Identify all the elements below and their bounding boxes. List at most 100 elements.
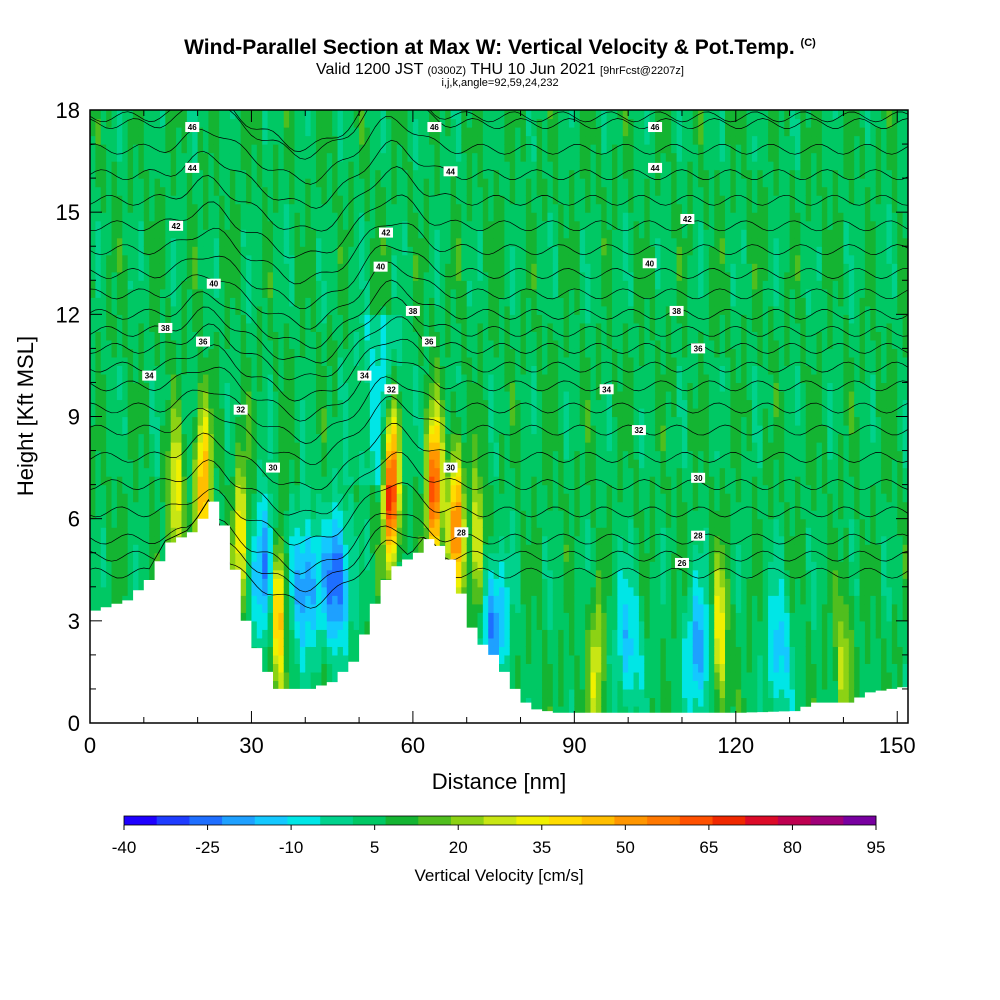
velocity-cell	[272, 178, 279, 188]
velocity-cell	[106, 195, 113, 205]
velocity-cell	[272, 535, 279, 545]
velocity-cell	[332, 518, 339, 528]
velocity-cell	[165, 493, 172, 503]
velocity-cell	[375, 212, 382, 222]
velocity-cell	[100, 339, 107, 349]
velocity-cell	[138, 373, 145, 384]
velocity-cell	[332, 467, 339, 477]
velocity-cell	[316, 629, 323, 639]
velocity-cell	[100, 569, 107, 579]
velocity-cell	[95, 603, 102, 613]
velocity-cell	[375, 501, 382, 511]
velocity-cell	[176, 212, 183, 222]
velocity-cell	[423, 348, 430, 358]
velocity-cell	[294, 629, 301, 639]
velocity-cell	[149, 535, 156, 545]
velocity-cell	[111, 195, 118, 205]
velocity-cell	[353, 544, 360, 554]
velocity-cell	[407, 484, 414, 494]
velocity-cell	[396, 501, 403, 511]
velocity-cell	[213, 314, 220, 324]
velocity-cell	[353, 586, 360, 596]
velocity-cell	[251, 510, 258, 520]
velocity-cell	[138, 288, 145, 298]
velocity-cell	[407, 110, 414, 120]
velocity-cell	[455, 161, 462, 171]
velocity-cell	[122, 288, 129, 298]
velocity-cell	[396, 288, 403, 298]
velocity-cell	[122, 178, 129, 188]
velocity-cell	[439, 195, 446, 205]
velocity-cell	[391, 552, 398, 562]
velocity-cell	[439, 467, 446, 477]
velocity-cell	[149, 331, 156, 341]
velocity-cell	[342, 518, 349, 528]
velocity-cell	[149, 186, 156, 196]
velocity-cell	[348, 399, 355, 409]
velocity-cell	[364, 501, 371, 511]
velocity-cell	[332, 280, 339, 290]
velocity-cell	[111, 425, 118, 435]
velocity-cell	[402, 552, 409, 562]
velocity-cell	[224, 297, 231, 307]
velocity-cell	[181, 169, 188, 179]
velocity-cell	[95, 331, 102, 341]
velocity-cell	[90, 442, 96, 452]
velocity-cell	[192, 527, 199, 537]
velocity-cell	[283, 110, 290, 120]
velocity-cell	[348, 161, 355, 171]
velocity-cell	[192, 382, 199, 392]
velocity-cell	[278, 161, 285, 171]
velocity-cell	[402, 373, 409, 384]
velocity-cell	[240, 510, 247, 520]
velocity-cell	[154, 212, 161, 222]
velocity-cell	[407, 135, 414, 145]
velocity-cell	[369, 365, 376, 375]
velocity-cell	[95, 425, 102, 435]
velocity-cell	[305, 416, 312, 426]
velocity-cell	[154, 484, 161, 494]
velocity-cell	[337, 595, 344, 605]
velocity-cell	[326, 331, 333, 341]
velocity-cell	[116, 348, 123, 358]
velocity-cell	[289, 118, 296, 128]
velocity-cell	[176, 322, 183, 332]
velocity-cell	[429, 501, 436, 511]
velocity-cell	[111, 390, 118, 401]
velocity-cell	[337, 416, 344, 426]
velocity-cell	[385, 416, 392, 426]
velocity-cell	[106, 373, 113, 384]
velocity-cell	[316, 603, 323, 613]
velocity-cell	[240, 459, 247, 469]
velocity-cell	[450, 356, 457, 367]
velocity-cell	[348, 561, 355, 571]
velocity-cell	[423, 135, 430, 145]
velocity-cell	[262, 390, 269, 401]
velocity-cell	[278, 654, 285, 664]
velocity-cell	[143, 237, 150, 247]
velocity-cell	[423, 493, 430, 503]
velocity-cell	[364, 595, 371, 605]
velocity-cell	[294, 373, 301, 384]
velocity-cell	[316, 620, 323, 630]
velocity-cell	[165, 390, 172, 401]
velocity-cell	[133, 518, 140, 528]
velocity-cell	[434, 459, 441, 469]
velocity-cell	[278, 203, 285, 213]
velocity-cell	[305, 365, 312, 375]
velocity-cell	[337, 356, 344, 367]
velocity-cell	[445, 305, 452, 315]
velocity-cell	[305, 246, 312, 256]
velocity-cell	[90, 220, 96, 230]
velocity-cell	[391, 254, 398, 264]
velocity-cell	[138, 161, 145, 171]
velocity-cell	[176, 314, 183, 324]
velocity-cell	[213, 450, 220, 460]
velocity-cell	[116, 390, 123, 401]
velocity-cell	[364, 629, 371, 639]
velocity-cell	[149, 322, 156, 332]
velocity-cell	[450, 271, 457, 281]
velocity-cell	[251, 195, 258, 205]
velocity-cell	[116, 288, 123, 298]
velocity-cell	[434, 339, 441, 349]
